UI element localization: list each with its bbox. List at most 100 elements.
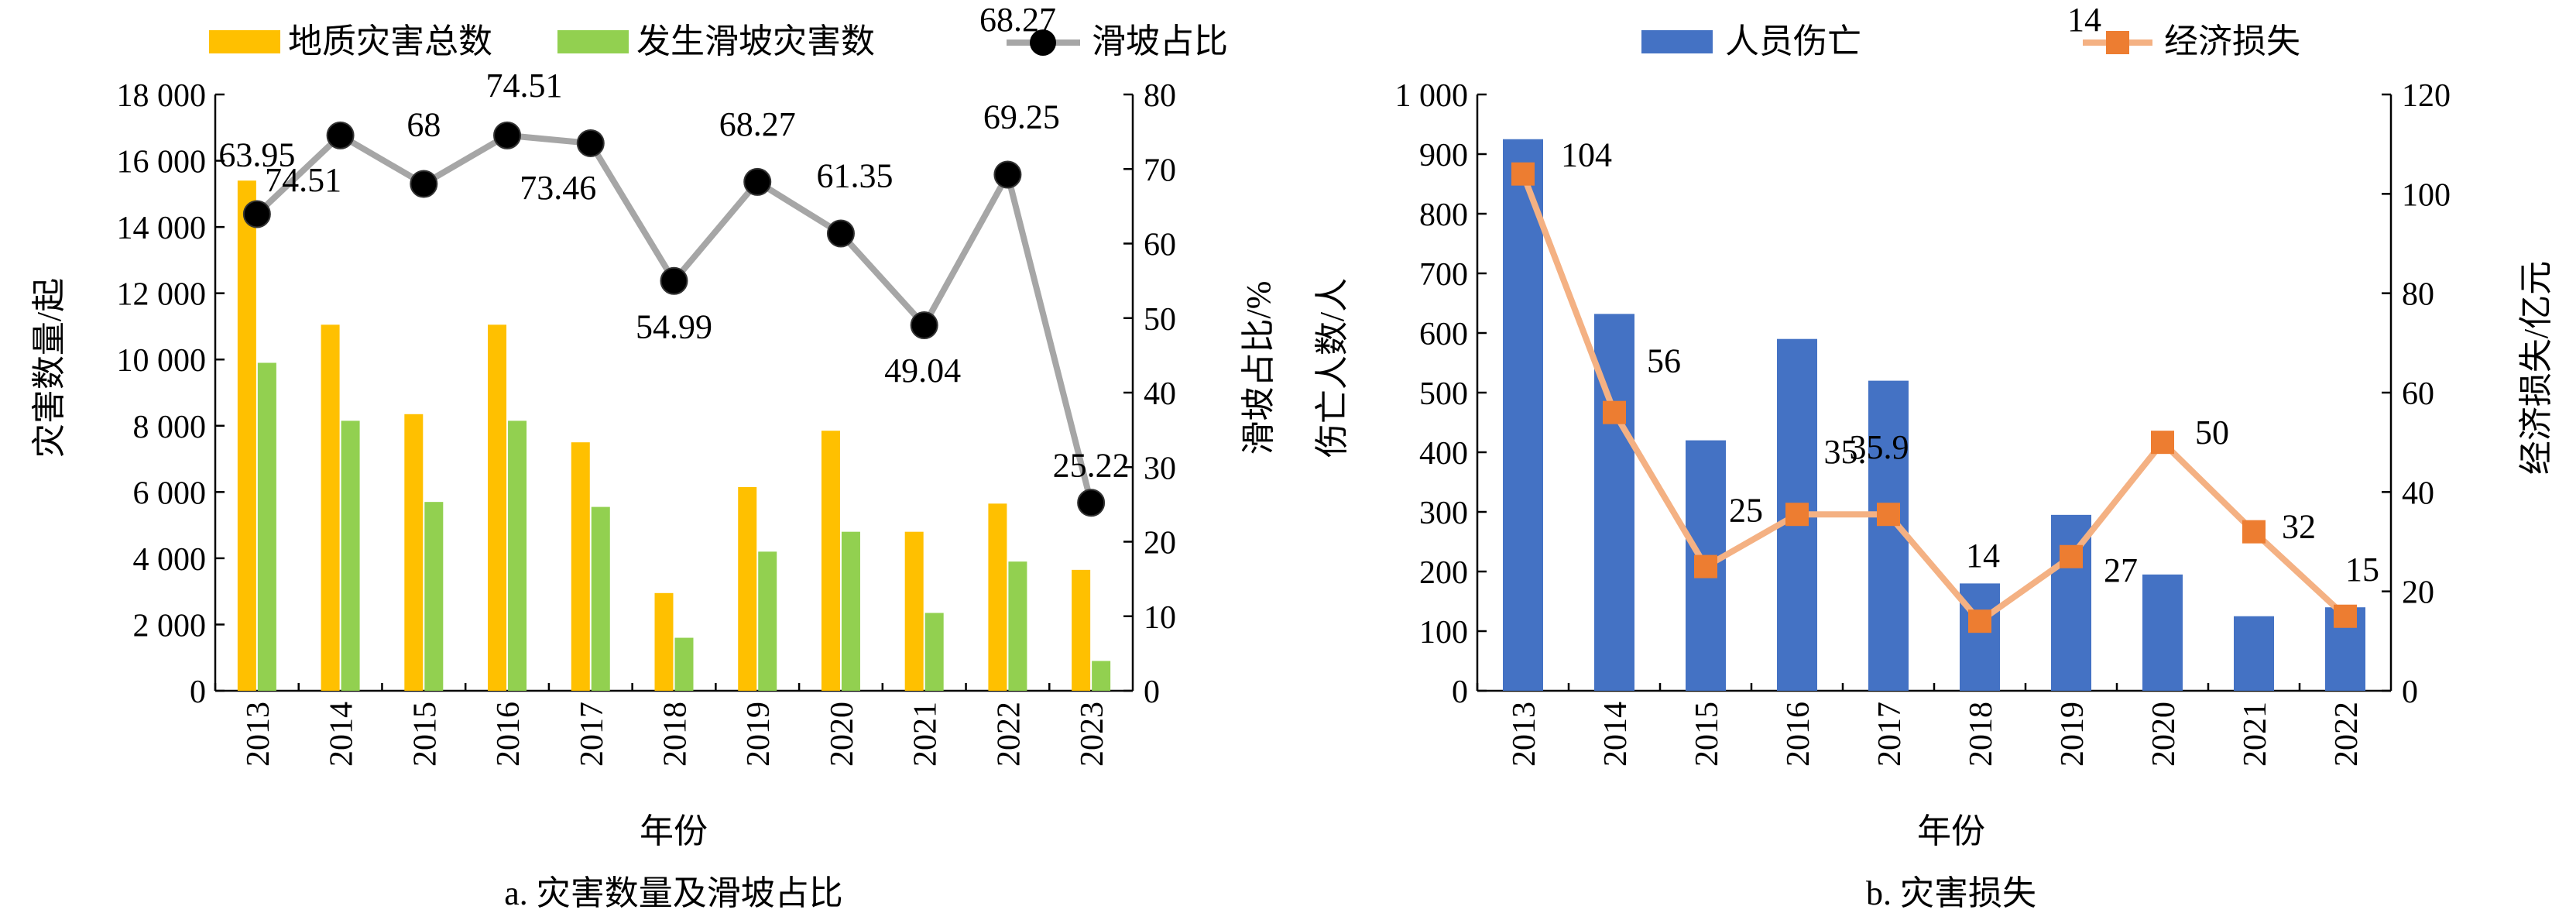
left-tick-label: 14 000	[117, 211, 207, 246]
left-tick-label: 6 000	[133, 475, 207, 511]
bar-人员伤亡-2018	[1960, 583, 2000, 691]
bar-地质灾害总数-2016	[488, 324, 507, 691]
panel-b: 0 100 200 300 400 500 600 700 800 900 1 000 0 20 40 60…	[1313, 1, 2555, 912]
bar-发生滑坡灾害数-2018	[674, 637, 694, 691]
line-point-2015	[1694, 554, 1717, 578]
data-label-2018: 54.99	[636, 308, 712, 346]
legend-swatch-人员伤亡	[1641, 30, 1713, 53]
left-tick-label: 16 000	[117, 145, 207, 180]
line-point-2022	[2334, 604, 2357, 628]
bar-发生滑坡灾害数-2023	[1092, 661, 1111, 691]
x-tick-label: 2013	[1507, 702, 1542, 767]
a-legend: 地质灾害总数 发生滑坡灾害数 滑坡占比 68.27	[209, 1, 1228, 60]
b-x-axis-title: 年份	[1917, 812, 1985, 850]
legend-label-经济损失: 经济损失	[2164, 22, 2300, 60]
bar-发生滑坡灾害数-2015	[424, 502, 444, 691]
x-tick-label: 2021	[908, 702, 944, 767]
x-tick-label: 2018	[658, 702, 694, 767]
right-tick-label: 60	[1144, 228, 1176, 263]
right-tick-label: 60	[2402, 376, 2434, 412]
data-label-2022: 15	[2345, 551, 2379, 589]
data-label-2015: 25	[1729, 492, 1763, 530]
data-label-2019: 68.27	[719, 105, 796, 143]
bar-发生滑坡灾害数-2014	[341, 421, 360, 691]
bar-地质灾害总数-2018	[654, 592, 674, 691]
left-tick-label: 200	[1419, 555, 1468, 591]
bar-人员伤亡-2020	[2142, 574, 2183, 691]
bar-发生滑坡灾害数-2021	[924, 613, 944, 691]
b-y-axis-title: 伤亡人数/人	[1313, 278, 1351, 458]
x-tick-label: 2020	[2146, 702, 2182, 767]
line-经济损失	[1520, 173, 2348, 626]
bar-发生滑坡灾害数-2016	[508, 421, 527, 691]
bar-地质灾害总数-2019	[738, 486, 757, 691]
line-point-2021	[2242, 520, 2266, 544]
bar-地质灾害总数-2014	[321, 324, 340, 691]
left-tick-label: 12 000	[117, 277, 207, 313]
line-point-2021	[910, 311, 938, 339]
line-point-2020	[2151, 431, 2174, 455]
right-tick-label: 80	[1144, 78, 1176, 114]
data-label-2016: 74.51	[486, 67, 563, 105]
bar-发生滑坡灾害数-2019	[758, 551, 777, 691]
right-tick-label: 100	[2402, 177, 2451, 213]
right-tick-label: 0	[1144, 675, 1160, 710]
x-tick-label: 2017	[1872, 702, 1908, 767]
x-tick-label: 2022	[2329, 702, 2365, 767]
bar-地质灾害总数-2020	[821, 431, 840, 691]
x-tick-label: 2015	[407, 702, 443, 767]
a-y2-axis-title: 滑坡占比/%	[1240, 281, 1278, 455]
x-tick-label: 2021	[2238, 702, 2273, 767]
left-tick-label: 500	[1419, 376, 1468, 412]
left-tick-label: 400	[1419, 436, 1468, 472]
b-caption: b. 灾害损失	[1866, 874, 2036, 912]
left-tick-label: 18 000	[117, 78, 207, 114]
b-data-labels: 104 56 25 35.35.9 14 27 50 32 15	[1561, 136, 2379, 589]
x-tick-label: 2014	[324, 702, 360, 767]
data-label-2018: 14	[1966, 537, 2000, 575]
right-tick-label: 40	[1144, 376, 1176, 412]
line-point-2019	[743, 167, 772, 196]
bar-地质灾害总数-2017	[571, 442, 590, 691]
data-label-2015: 68	[406, 106, 441, 144]
right-tick-label: 120	[2402, 78, 2451, 114]
x-tick-label: 2014	[1598, 702, 1634, 767]
line-point-2018	[1968, 609, 1991, 633]
x-tick-label: 2019	[2055, 702, 2091, 767]
x-tick-label: 2017	[575, 702, 610, 767]
line-point-2013	[1511, 162, 1535, 186]
data-label-2020: 50	[2195, 414, 2229, 451]
right-tick-label: 80	[2402, 277, 2434, 313]
a-caption: a. 灾害数量及滑坡占比	[504, 874, 843, 912]
bar-人员伤亡-2013	[1503, 139, 1543, 691]
bar-地质灾害总数-2015	[404, 414, 424, 691]
b-bars	[1503, 139, 2365, 691]
bar-地质灾害总数-2022	[988, 503, 1007, 691]
left-tick-label: 0	[190, 675, 206, 710]
x-tick-label: 2019	[741, 702, 777, 767]
left-tick-label: 4 000	[133, 542, 207, 578]
data-label-2013: 104	[1561, 136, 1612, 174]
a-bars	[237, 180, 1111, 691]
legend-label-滑坡占比: 滑坡占比	[1092, 22, 1228, 60]
right-tick-label: 0	[2402, 675, 2418, 710]
line-point-2017	[1877, 503, 1900, 527]
data-label-2013: 63.95	[218, 136, 295, 173]
data-label-2014: 74.51	[265, 161, 341, 199]
bar-发生滑坡灾害数-2013	[257, 362, 276, 691]
bar-发生滑坡灾害数-2017	[591, 506, 610, 691]
bar-人员伤亡-2017	[1868, 380, 1909, 691]
line-point-2015	[410, 170, 438, 198]
line-point-2022	[993, 160, 1022, 189]
right-tick-label: 30	[1144, 451, 1176, 486]
left-tick-label: 300	[1419, 496, 1468, 531]
line-point-2014	[326, 121, 355, 149]
right-tick-label: 50	[1144, 302, 1176, 338]
bar-发生滑坡灾害数-2020	[841, 531, 860, 691]
data-label-2019: 27	[2104, 551, 2138, 589]
b-axes: 0 100 200 300 400 500 600 700 800 900 1 000 0 20 40 60…	[1395, 78, 2451, 767]
left-tick-label: 700	[1419, 257, 1468, 293]
x-tick-label: 2023	[1075, 702, 1110, 767]
right-tick-label: 20	[2402, 575, 2434, 611]
x-tick-label: 2022	[991, 702, 1027, 767]
